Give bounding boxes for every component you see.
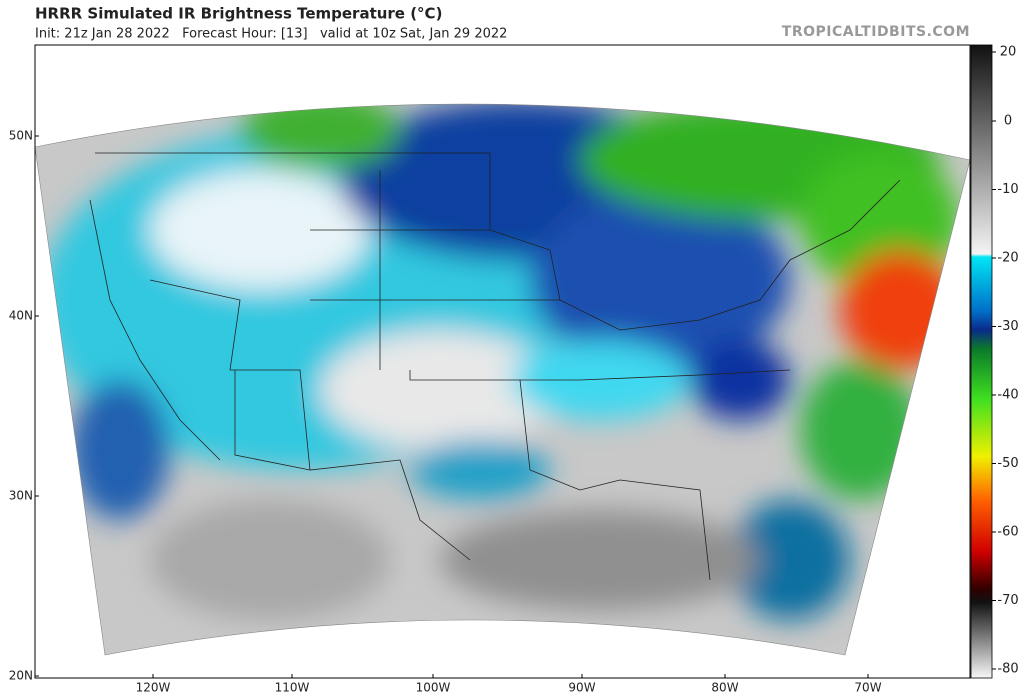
colorbar-label: 20 [1000,45,1017,60]
subtitle: Init: 21z Jan 28 2022 Forecast Hour: [13… [35,27,507,42]
colorbar-label: 0 [1004,114,1012,129]
lat-label: 30N [9,489,33,503]
lon-label: 70W [854,681,881,695]
colorbar-label: -50 [997,456,1018,471]
lat-labels: 50N 40N 30N 20N [9,129,39,683]
lon-label: 110W [275,681,310,695]
colorbar-label: -20 [997,251,1018,266]
colorbar [970,44,993,679]
lat-label: 20N [9,669,33,683]
colorbar-label: -40 [997,388,1018,403]
lon-label: 90W [568,681,595,695]
lat-label: 40N [9,309,33,323]
colorbar-label: -80 [997,662,1018,677]
lat-label: 50N [9,129,33,143]
lon-label: 100W [416,681,451,695]
colorbar-label: -30 [997,319,1018,334]
watermark: TROPICALTIDBITS.COM [782,24,970,40]
colorbar-label: -70 [997,593,1018,608]
lon-labels: 120W 110W 100W 90W 80W 70W [136,674,882,695]
colorbar-label: -60 [997,525,1018,540]
colorbar-label: -10 [997,182,1018,197]
title: HRRR Simulated IR Brightness Temperature… [35,5,442,23]
colorbar-ticks: 20 0 -10 -20 -30 -40 -50 -60 -70 -80 [992,45,1019,677]
lon-label: 120W [136,681,171,695]
lon-label: 80W [711,681,738,695]
map [34,44,971,679]
